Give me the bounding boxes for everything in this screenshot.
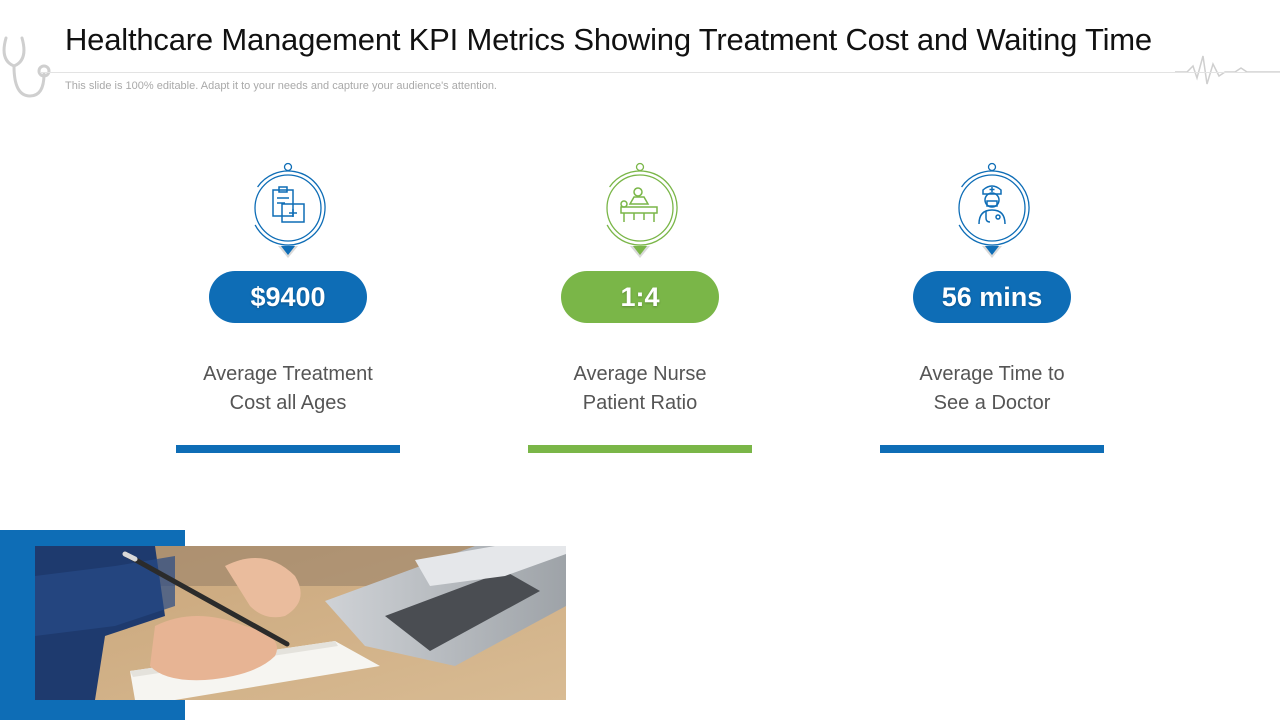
heartbeat-line-icon <box>1175 55 1280 85</box>
doctor-icon <box>954 162 1030 258</box>
kpi-label: Average Time to See a Doctor <box>862 360 1122 418</box>
kpi-label-line: Average Nurse <box>573 363 707 385</box>
kpi-label-line: Cost all Ages <box>229 392 347 414</box>
kpi-label-line: Patient Ratio <box>582 392 698 414</box>
kpi-label-line: See a Doctor <box>933 392 1051 414</box>
kpi-value-badge: $9400 <box>209 271 367 323</box>
kpi-label: Average Nurse Patient Ratio <box>510 360 770 418</box>
kpi-label: Average Treatment Cost all Ages <box>158 360 418 418</box>
nurse-patient-icon <box>602 162 678 258</box>
page-subtitle: This slide is 100% editable. Adapt it to… <box>65 80 497 92</box>
kpi-value-badge: 56 mins <box>913 271 1071 323</box>
kpi-accent-bar <box>528 445 752 453</box>
title-divider <box>40 72 1280 73</box>
kpi-accent-bar <box>176 445 400 453</box>
stethoscope-icon <box>2 36 51 98</box>
kpi-value-badge: 1:4 <box>561 271 719 323</box>
kpi-label-line: Average Time to <box>919 363 1065 385</box>
hand-writing-notebook-laptop-photo <box>35 546 566 700</box>
medical-kit-icon <box>250 162 326 258</box>
kpi-accent-bar <box>880 445 1104 453</box>
page-title: Healthcare Management KPI Metrics Showin… <box>65 22 1152 57</box>
kpi-label-line: Average Treatment <box>203 363 373 385</box>
